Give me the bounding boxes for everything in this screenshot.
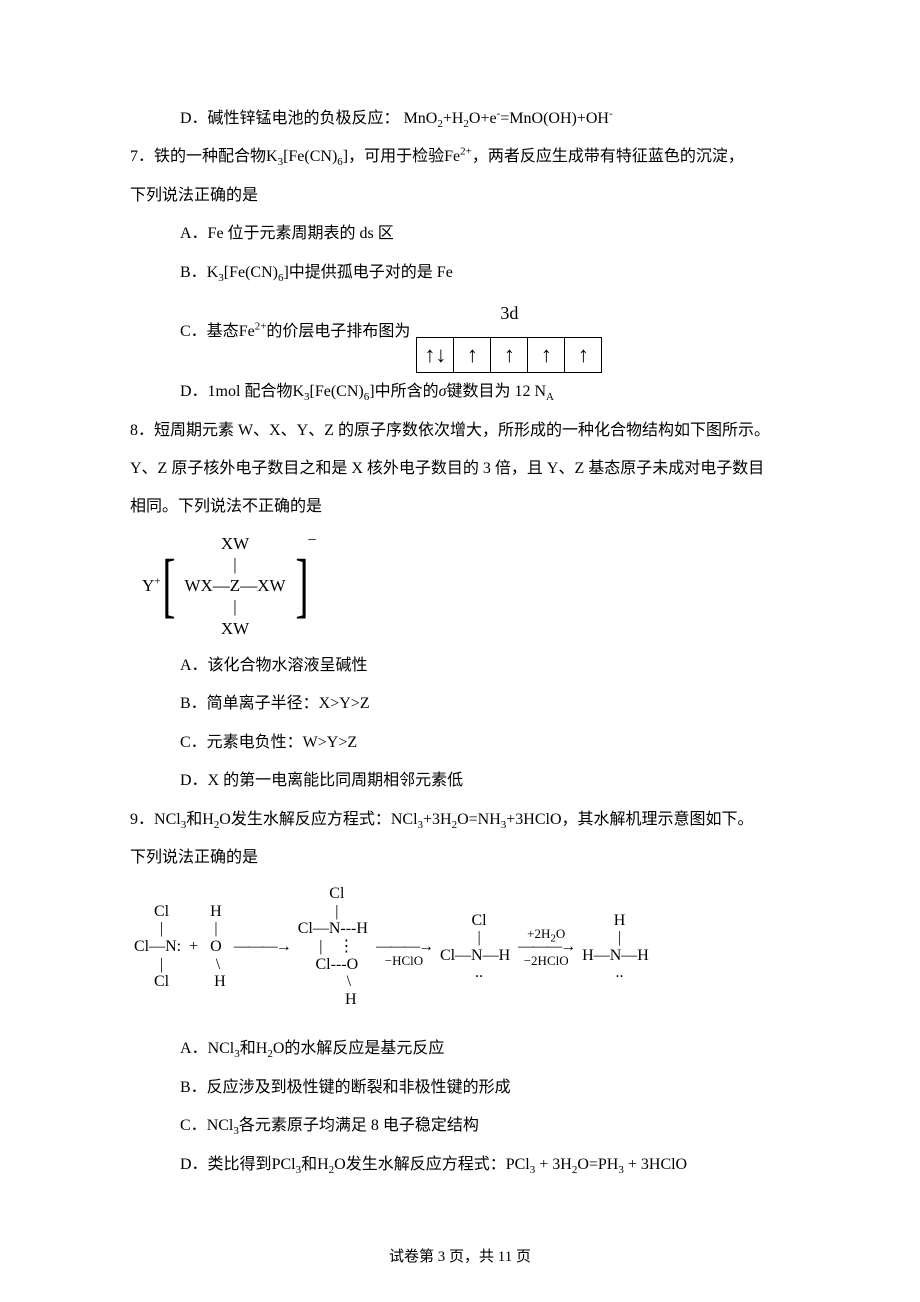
arrow-2: ———→ −HClO: [376, 927, 432, 967]
struct-inner: XW | WX—Z—XW | XW: [180, 533, 289, 639]
q7-b-suffix: 中提供孤电子对的是 Fe: [289, 264, 453, 281]
q6-option-d: D．碱性锌锰电池的负极反应： MnO2+H2O+e-=MnO(OH)+OH-: [130, 100, 810, 138]
orbital-diagram: 3d ↑↓ ↑ ↑ ↑ ↑: [416, 292, 602, 373]
q9-d-prefix: D．类比得到: [180, 1156, 272, 1173]
q7-d-suffix: 键数目为 12 NA: [446, 383, 554, 400]
orbital-cell: ↑: [491, 338, 528, 372]
orbital-cell: ↑: [454, 338, 491, 372]
exam-page: D．碱性锌锰电池的负极反应： MnO2+H2O+e-=MnO(OH)+OH- 7…: [0, 0, 920, 1302]
q8-stem-line1: 8．短周期元素 W、X、Y、Z 的原子序数依次增大，所形成的一种化合物结构如下图…: [130, 412, 810, 450]
struct-bracket-right: ]: [295, 553, 308, 618]
q7-stem-b: ，可用于检验: [348, 148, 444, 165]
q8-option-c: C．元素电负性：W>Y>Z: [130, 724, 810, 762]
footer-text: 试卷第 3 页，共 11 页: [389, 1249, 531, 1265]
q9-mechanism: Cl | Cl—N: | Cl + H | O \ H ———→ Cl | Cl…: [130, 885, 810, 1008]
struct-charge: −: [308, 531, 317, 551]
q7-c-prefix: C．基态: [180, 313, 239, 351]
struct-row: |: [184, 596, 285, 617]
q9-option-b: B．反应涉及到极性键的断裂和非极性键的形成: [130, 1069, 810, 1107]
struct-row: XW: [184, 533, 285, 554]
q6-d-formula: MnO2+H2O+e-=MnO(OH)+OH-: [404, 110, 613, 127]
orbital-cell: ↑↓: [417, 338, 454, 372]
mol-int2: Cl | Cl—N—H ..: [440, 912, 510, 982]
q7-option-d: D．1mol 配合物K3[Fe(CN)6]中所含的σ键数目为 12 NA: [130, 373, 810, 411]
orbital-cell: ↑: [565, 338, 601, 372]
q7-c-ion: Fe2+: [239, 313, 267, 351]
struct-row: |: [184, 554, 285, 575]
mol-h2o: H | O \ H: [206, 903, 226, 991]
q7-option-b: B．K3[Fe(CN)6]中提供孤电子对的是 Fe: [130, 254, 810, 292]
q9-a-suffix: 的水解反应是基元反应: [284, 1040, 444, 1057]
q9-option-c: C．NCl3各元素原子均满足 8 电子稳定结构: [130, 1107, 810, 1145]
q6-d-prefix: D．碱性锌锰电池的负极反应：: [180, 110, 400, 127]
q7-option-c: C．基态Fe2+的价层电子排布图为 3d ↑↓ ↑ ↑ ↑ ↑: [130, 292, 810, 373]
q9-s1c: 和: [186, 811, 202, 828]
plus-sign: +: [189, 938, 198, 956]
q7-option-a: A．Fe 位于元素周期表的 ds 区: [130, 215, 810, 253]
struct-y-cation: Y+: [142, 575, 161, 596]
page-footer: 试卷第 3 页，共 11 页: [0, 1245, 920, 1266]
q9-s1f: ，其水解机理示意图如下。: [562, 811, 754, 828]
q9-d-eq: PCl3 + 3H2O=PH3 + 3HClO: [506, 1156, 687, 1173]
q7-stem-line1: 7．铁的一种配合物K3[Fe(CN)6]，可用于检验Fe2+，两者反应生成带有特…: [130, 138, 810, 176]
arrow-2-bot: −HClO: [385, 954, 423, 967]
q9-d-mid: 和: [301, 1156, 317, 1173]
q7-stem-c: ，两者反应生成带有特征蓝色的沉淀，: [472, 148, 744, 165]
arrow-1: ———→: [234, 938, 290, 956]
q7-b-prefix: B．: [180, 264, 207, 281]
orbital-boxes: ↑↓ ↑ ↑ ↑ ↑: [416, 337, 602, 373]
q9-h2o: H2O: [202, 811, 231, 828]
q9-stem-line1: 9．NCl3和H2O发生水解反应方程式：NCl3+3H2O=NH3+3HClO，…: [130, 801, 810, 839]
q8-option-d: D．X 的第一电离能比同周期相邻元素低: [130, 762, 810, 800]
q8-option-b: B．简单离子半径：X>Y>Z: [130, 685, 810, 723]
q9-c-prefix: C．: [180, 1117, 207, 1134]
q9-a-f1: NCl3: [208, 1040, 240, 1057]
struct-bracket-left: [: [162, 553, 175, 618]
q9-d-f1: PCl3: [272, 1156, 302, 1173]
q7-stem-ion: Fe2+: [444, 148, 472, 165]
q8-stem-line3: 相同。下列说法不正确的是: [130, 488, 810, 526]
q9-d-suffix: 发生水解反应方程式：: [346, 1156, 506, 1173]
mol-intermediate: Cl | Cl—N---H | ⋮ Cl---O \ H: [298, 885, 368, 1008]
q7-d-mid: 中所含的: [375, 383, 439, 400]
q9-s1e: 发生水解反应方程式：: [231, 811, 391, 828]
q9-stem-line2: 下列说法正确的是: [130, 839, 810, 877]
q9-option-a: A．NCl3和H2O的水解反应是基元反应: [130, 1030, 810, 1068]
orbital-cell: ↑: [528, 338, 565, 372]
q9-ncl3: NCl3: [154, 811, 186, 828]
q9-s1a: 9．: [130, 811, 154, 828]
struct-row: WX—Z—XW: [184, 575, 285, 596]
q9-a-prefix: A．: [180, 1040, 208, 1057]
q7-c-suffix: 的价层电子排布图为: [266, 313, 410, 351]
q7-stem-line2: 下列说法正确的是: [130, 177, 810, 215]
arrow-shaft: ———→: [234, 938, 290, 956]
q9-c-f: NCl3: [207, 1117, 239, 1134]
q8-stem-line2: Y、Z 原子核外电子数目之和是 X 核外电子数目的 3 倍，且 Y、Z 基态原子…: [130, 450, 810, 488]
q7-stem-a: 7．铁的一种配合物: [130, 148, 266, 165]
q7-d-formula: K3[Fe(CN)6]: [292, 383, 374, 400]
arrow-3: +2H2O ———→ −2HClO: [518, 927, 574, 967]
q9-c-suffix: 各元素原子均满足 8 电子稳定结构: [239, 1117, 479, 1134]
mol-nh3: H | H—N—H ..: [582, 912, 649, 982]
q7-stem-formula: K3[Fe(CN)6]: [266, 148, 348, 165]
q7-b-formula: K3[Fe(CN)6]: [207, 264, 289, 281]
mol-ncl3: Cl | Cl—N: | Cl: [134, 903, 181, 991]
q8-option-a: A．该化合物水溶液呈碱性: [130, 647, 810, 685]
q9-a-mid: 和: [240, 1040, 256, 1057]
arrow-3-bot: −2HClO: [524, 954, 569, 967]
struct-row: XW: [184, 618, 285, 639]
q9-option-d: D．类比得到PCl3和H2O发生水解反应方程式：PCl3 + 3H2O=PH3 …: [130, 1146, 810, 1184]
q9-eq: NCl3+3H2O=NH3+3HClO: [391, 811, 562, 828]
q9-d-f2: H2O: [317, 1156, 346, 1173]
q7-d-prefix: D．1mol 配合物: [180, 383, 292, 400]
q8-structure: Y+ [ XW | WX—Z—XW | XW ] −: [142, 533, 810, 639]
q9-a-f2: H2O: [256, 1040, 285, 1057]
